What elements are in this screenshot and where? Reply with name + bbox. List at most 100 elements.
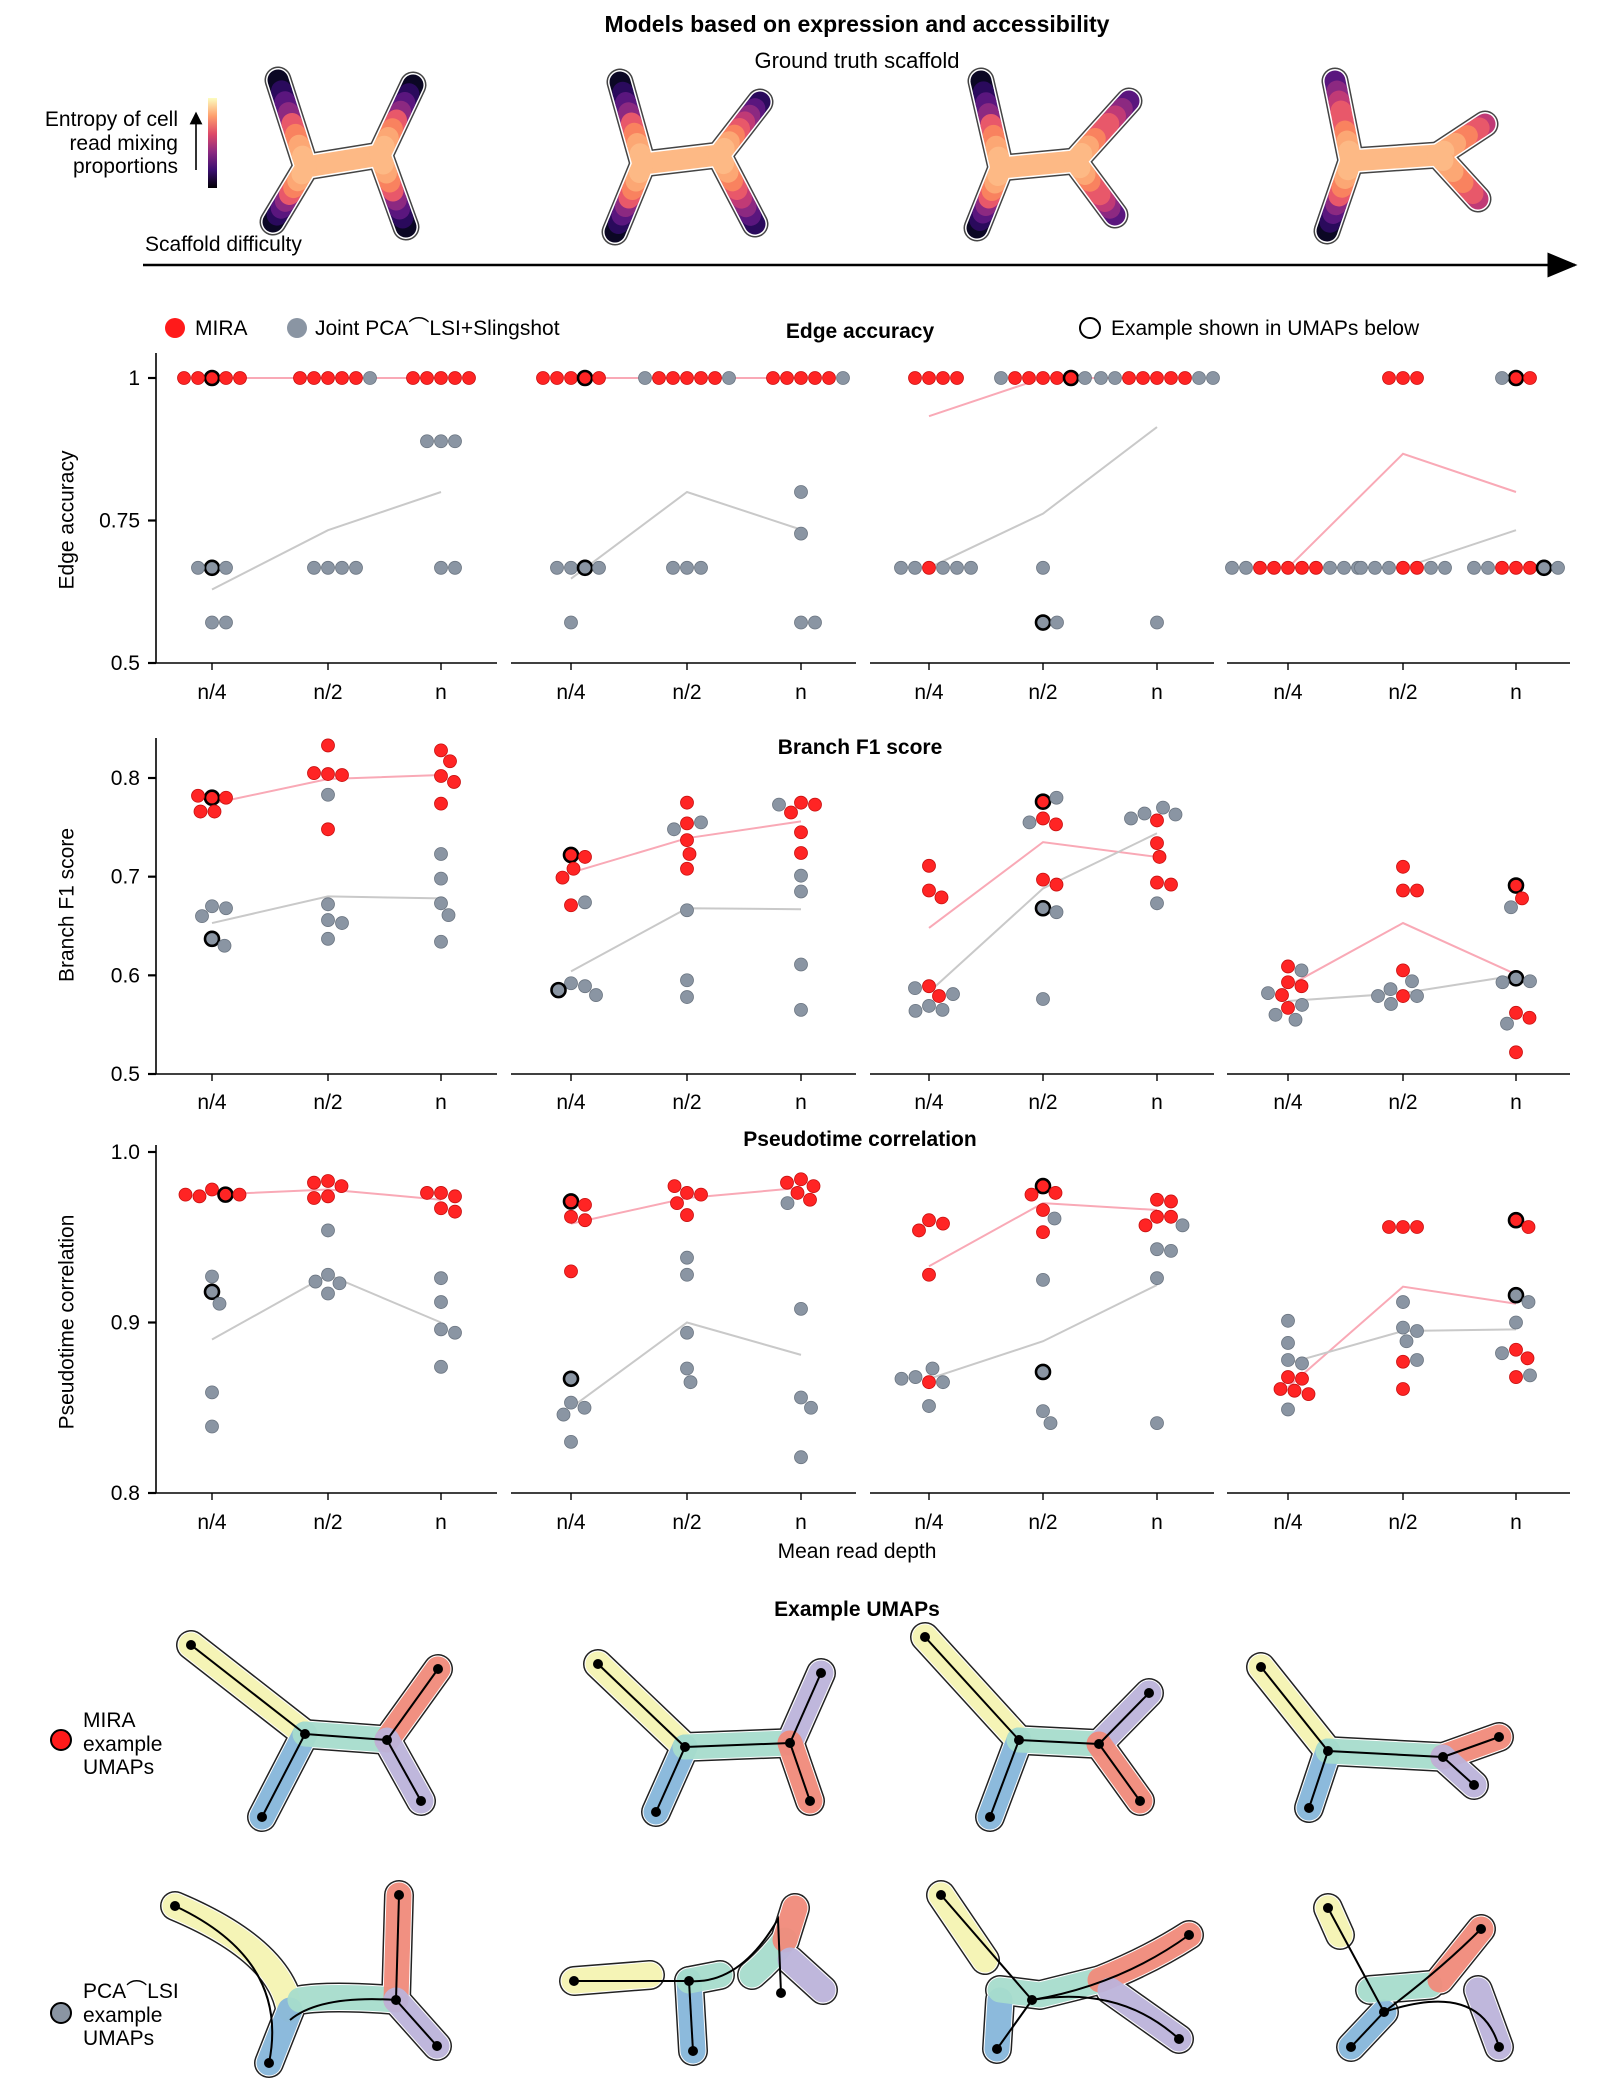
mira-point xyxy=(406,371,420,385)
joint-point xyxy=(680,1250,694,1265)
trajectory-node xyxy=(1256,1662,1266,1672)
x-tick-label: n/4 xyxy=(197,1511,227,1534)
mira-point xyxy=(592,371,606,385)
pcalsi-umap-3 xyxy=(926,1880,1204,2064)
mira-point xyxy=(1273,1382,1288,1396)
joint-point xyxy=(680,1267,694,1282)
trajectory-node xyxy=(688,2046,698,2056)
joint-point xyxy=(1523,1368,1537,1383)
joint-point xyxy=(434,1322,448,1337)
joint-point xyxy=(321,787,335,802)
x-tick-label: n xyxy=(435,1091,447,1114)
joint-mean-line xyxy=(211,895,442,925)
mira-point xyxy=(682,847,697,861)
joint-point xyxy=(219,901,233,916)
mira-point xyxy=(1396,1382,1410,1396)
trajectory-node xyxy=(1476,1924,1486,1934)
trajectory-node xyxy=(1379,2007,1389,2017)
joint-example-point xyxy=(203,930,221,948)
y-tick-label: 0.8 xyxy=(111,767,140,790)
joint-point xyxy=(1481,560,1495,575)
joint-point xyxy=(638,371,652,385)
mira-point xyxy=(1396,963,1410,978)
joint-point xyxy=(722,371,736,385)
mira-example-point xyxy=(217,1186,234,1203)
mira-point xyxy=(321,822,335,837)
mira-point xyxy=(1136,371,1150,385)
mira-point xyxy=(335,371,349,385)
joint-example-point xyxy=(203,559,221,577)
trajectory-edge xyxy=(1383,2000,1500,2048)
x-tick-label: n xyxy=(1151,1511,1163,1534)
trajectory-edge xyxy=(1031,1995,1180,2040)
example-umaps xyxy=(160,1622,1514,2078)
trajectory-edge xyxy=(597,1663,686,1748)
joint-point xyxy=(577,1400,592,1415)
y-tick-label: 0.5 xyxy=(111,652,140,675)
chart-branch-f1-score: 0.8 0.7 0.6 0.5 n/4 n/2 n n/4 n/2 n n/4 n/2 n n/4 n/2 n xyxy=(111,738,1570,1114)
mira-point xyxy=(566,861,581,876)
joint-point xyxy=(680,990,694,1004)
mira-point xyxy=(922,979,936,994)
mira-point xyxy=(1036,1225,1050,1240)
joint-point xyxy=(1354,560,1368,575)
joint-point xyxy=(1049,905,1064,920)
mira-point xyxy=(1509,560,1523,575)
joint-point xyxy=(589,988,603,1002)
joint-point xyxy=(1150,615,1164,630)
mira-point xyxy=(578,1197,592,1212)
legend-example-ring-icon xyxy=(1079,317,1101,339)
mira-point xyxy=(1152,850,1167,864)
x-tick-label: n xyxy=(795,1511,807,1534)
pcalsi-umap-1 xyxy=(160,1880,452,2078)
x-tick-label: n/4 xyxy=(1273,1511,1303,1534)
mira-example-point xyxy=(1507,1211,1525,1229)
pcalsi-umap-4 xyxy=(1313,1893,1514,2062)
joint-point xyxy=(335,916,349,930)
mira-example-point xyxy=(576,369,594,387)
mira-point xyxy=(666,371,680,385)
mira-point xyxy=(912,1223,926,1238)
mira-point xyxy=(462,371,476,385)
trajectory-node xyxy=(257,1812,267,1822)
trajectory-edge xyxy=(386,1668,439,1741)
mira-point xyxy=(680,816,694,831)
joint-point xyxy=(1521,1295,1536,1309)
mira-point xyxy=(784,805,798,820)
joint-point xyxy=(205,1385,219,1400)
joint-point xyxy=(363,371,377,385)
mira-point xyxy=(321,371,335,385)
trajectory-node xyxy=(776,1988,786,1998)
mira-point xyxy=(667,1179,682,1193)
joint-point xyxy=(434,1295,448,1309)
x-tick-label: n/4 xyxy=(1273,1091,1303,1114)
chart-pseudotime-correlation: 1.0 0.9 0.8 n/4 n/2 n n/4 n/2 n n/4 n/2 n n/4 n/2 n xyxy=(111,1141,1570,1534)
joint-point xyxy=(908,560,922,575)
mira-point xyxy=(448,1204,462,1219)
mira-point xyxy=(652,371,666,385)
mira-point xyxy=(232,1187,247,1202)
mira-point xyxy=(680,795,694,810)
legend-joint-label: Joint PCA⌒LSI+Slingshot xyxy=(315,317,560,340)
trajectory-node xyxy=(680,1742,690,1752)
mira-point xyxy=(536,371,550,385)
mira-point xyxy=(555,870,570,885)
joint-point xyxy=(448,560,462,575)
joint-point xyxy=(434,934,448,949)
joint-point xyxy=(666,560,680,575)
joint-point xyxy=(335,560,349,575)
x-tick-label: n/2 xyxy=(672,681,701,704)
mira-point xyxy=(1150,1192,1164,1207)
joint-mean-line xyxy=(570,907,802,973)
joint-point xyxy=(191,560,205,575)
chart-edge-accuracy: 1 0.75 0.5 n/4 n/2 n n/4 n/2 n n/4 n/2 n n/4 n/2 n xyxy=(99,353,1570,704)
trajectory-edge xyxy=(395,1999,438,2047)
joint-point xyxy=(804,1400,818,1415)
x-tick-label: n xyxy=(1151,681,1163,704)
mira-point xyxy=(1150,371,1164,385)
joint-example-point xyxy=(1034,1363,1052,1381)
mira-point xyxy=(564,1209,578,1224)
legend-mira-dot xyxy=(165,318,185,338)
mira-point xyxy=(1410,560,1424,575)
